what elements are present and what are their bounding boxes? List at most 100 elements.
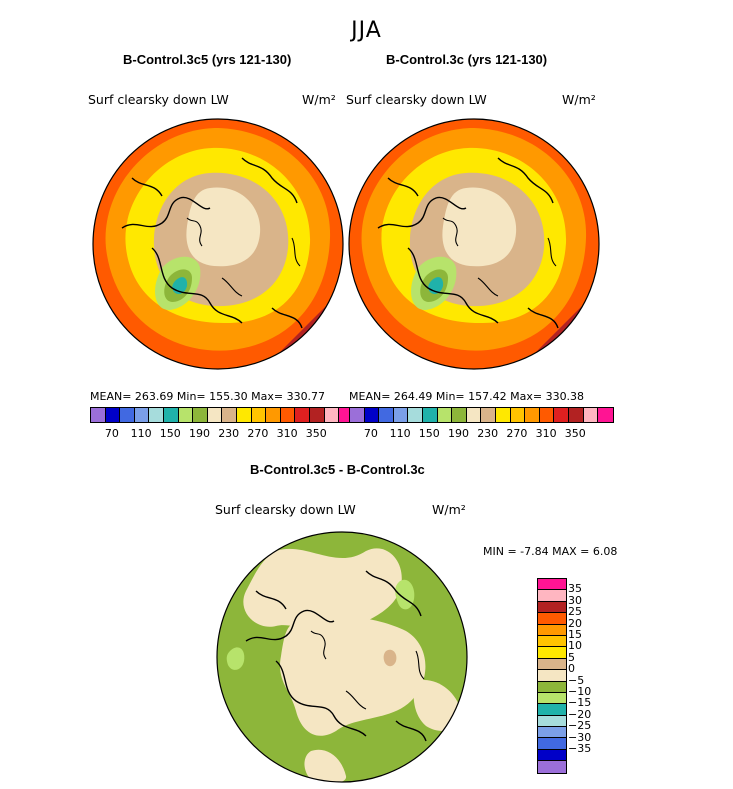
colorbar-tick-label: 70 (363, 427, 378, 440)
colorbar-swatch (266, 408, 281, 422)
diff-colorbar-tick-label: 5 (568, 650, 575, 664)
colorbar-swatch (91, 408, 106, 422)
colorbar-swatch (437, 408, 453, 422)
colorbar-tick-label: 350 (564, 427, 586, 440)
diff-colorbar-swatch (538, 761, 566, 773)
diff-field-cream-south (304, 749, 347, 782)
diff-colorbar-tick-label: 10 (568, 639, 582, 653)
diff-title: B-Control.3c5 - B-Control.3c (250, 462, 425, 477)
diff-colorbar-tick-label: 15 (568, 628, 582, 641)
diff-colorbar-swatch (538, 613, 566, 625)
colorbar-tick-label: 190 (189, 427, 210, 440)
field-cream (442, 187, 517, 267)
colorbar-swatch (120, 408, 135, 422)
field-red-patch-west (349, 328, 388, 369)
diff-colorbar-swatch (538, 647, 566, 659)
coastlines-detail (186, 217, 301, 297)
colorbar-tick-label: 230 (218, 427, 240, 440)
colorbar-swatch (163, 408, 179, 422)
colorbar-swatch (350, 408, 365, 422)
diff-field-light-green-west (226, 647, 245, 670)
colorbar-swatch (393, 408, 409, 422)
colorbar-tick-label: 110 (130, 427, 152, 440)
colorbar-swatch (309, 408, 325, 422)
colorbar-swatch (452, 408, 467, 422)
diff-colorbar-tick-label: 35 (568, 582, 582, 596)
diff-colorbar-tick-label: 30 (568, 593, 582, 607)
panel1-colorbar-labels: 70 110 150 190 230 270 310 350 (90, 427, 340, 441)
diff-colorbar-tick-label: −35 (568, 742, 592, 755)
colorbar-swatch (295, 408, 310, 422)
diff-colorbar-swatch (538, 727, 566, 739)
coastlines (377, 157, 559, 329)
diff-variable: Surf clearsky down LW (215, 502, 356, 517)
diff-colorbar-tick-label: −25 (568, 719, 592, 733)
colorbar-swatch (324, 408, 340, 422)
panel2-units: W/m² (562, 92, 596, 107)
diff-field-cream-north (243, 548, 402, 634)
colorbar-swatch (481, 408, 496, 422)
panel1-title: B-Control.3c5 (yrs 121-130) (123, 52, 292, 67)
colorbar-swatch (222, 408, 237, 422)
panel2-map (348, 118, 600, 370)
panel1-stats: MEAN= 263.69 Min= 155.30 Max= 330.77 (90, 390, 326, 403)
diff-colorbar-swatch (538, 658, 566, 671)
colorbar-tick-label: 270 (506, 427, 528, 440)
diff-colorbar-swatch (538, 670, 566, 682)
colorbar-swatch (251, 408, 267, 422)
panel1-map (92, 118, 344, 370)
coastlines-detail (310, 630, 425, 710)
diff-map (216, 531, 468, 783)
colorbar-swatch (525, 408, 540, 422)
panel1-variable: Surf clearsky down LW (88, 92, 229, 107)
colorbar-swatch (568, 408, 584, 422)
field-cream (186, 187, 261, 267)
diff-colorbar-tick-label: −30 (568, 730, 592, 744)
colorbar-swatch (149, 408, 164, 422)
diff-colorbar-tick-label: 0 (568, 662, 575, 676)
season-title: JJA (351, 18, 382, 43)
colorbar-tick-label: 150 (159, 427, 181, 440)
colorbar-tick-label: 150 (418, 427, 440, 440)
diff-colorbar-tick-label: 25 (568, 605, 582, 619)
panel2-colorbar (349, 407, 614, 423)
colorbar-tick-label: 310 (276, 427, 298, 440)
colorbar-swatch (408, 408, 423, 422)
diff-colorbar-swatch (538, 738, 566, 750)
diff-stats: MIN = -7.84 MAX = 6.08 (483, 545, 618, 558)
diff-colorbar-swatch (538, 704, 566, 716)
diff-field-cream-east (413, 680, 462, 731)
colorbar-swatch (466, 408, 482, 422)
colorbar-swatch (510, 408, 526, 422)
diff-field-cream-center (279, 615, 426, 736)
coastlines (245, 570, 427, 742)
colorbar-swatch (364, 408, 380, 422)
colorbar-swatch (105, 408, 121, 422)
field-red-patch-west (93, 328, 132, 369)
diff-colorbar-tick-label: −15 (568, 696, 592, 710)
diff-colorbar-swatch (538, 749, 566, 762)
diff-colorbar-swatch (538, 579, 566, 591)
panel1-units: W/m² (302, 92, 336, 107)
panel2-stats: MEAN= 264.49 Min= 157.42 Max= 330.38 (349, 390, 585, 403)
diff-colorbar (537, 578, 567, 774)
colorbar-swatch (178, 408, 194, 422)
colorbar-swatch (554, 408, 569, 422)
colorbar-swatch (207, 408, 223, 422)
colorbar-tick-label: 190 (448, 427, 469, 440)
diff-colorbar-tick-label: −20 (568, 707, 592, 721)
colorbar-swatch (598, 408, 613, 422)
colorbar-swatch (495, 408, 511, 422)
colorbar-tick-label: 310 (535, 427, 557, 440)
colorbar-tick-label: 110 (389, 427, 411, 440)
panel2-variable: Surf clearsky down LW (346, 92, 487, 107)
diff-units: W/m² (432, 502, 466, 517)
colorbar-tick-label: 350 (305, 427, 327, 440)
panel2-colorbar-labels: 70 110 150 190 230 270 310 350 (349, 427, 599, 441)
colorbar-swatch (539, 408, 555, 422)
diff-colorbar-swatch (538, 590, 566, 602)
coastlines-detail (442, 217, 557, 297)
colorbar-swatch (280, 408, 296, 422)
diff-colorbar-labels: 35 30 25 20 15 10 5 0 −5 −10 −15 −20 −25 −30 −35 (568, 578, 608, 774)
colorbar-tick-label: 230 (477, 427, 499, 440)
